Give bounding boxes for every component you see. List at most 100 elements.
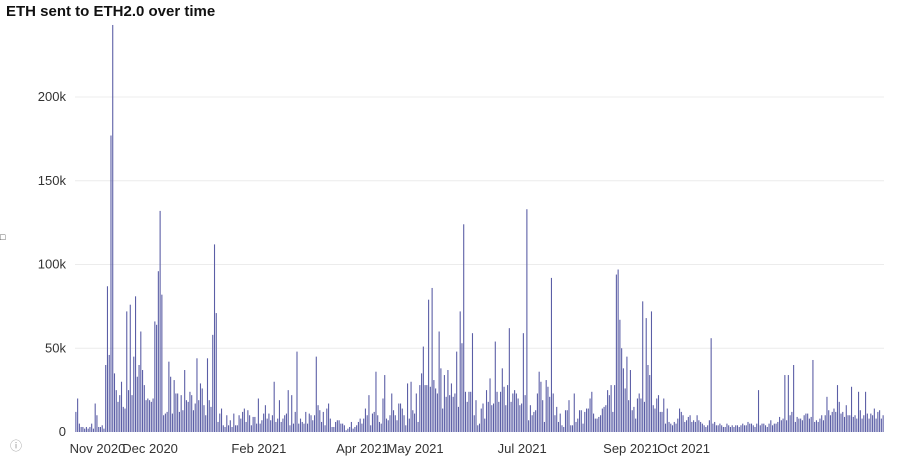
- bar[interactable]: [482, 403, 484, 432]
- bar[interactable]: [84, 428, 86, 432]
- bar[interactable]: [217, 421, 219, 432]
- bar[interactable]: [103, 428, 105, 432]
- bar[interactable]: [838, 401, 840, 432]
- bar[interactable]: [745, 425, 747, 432]
- bar[interactable]: [189, 391, 191, 432]
- bar[interactable]: [508, 328, 510, 432]
- bar[interactable]: [96, 415, 98, 432]
- bar[interactable]: [757, 390, 760, 433]
- bar[interactable]: [238, 415, 240, 432]
- bar[interactable]: [306, 423, 309, 433]
- bar[interactable]: [735, 425, 737, 432]
- bar[interactable]: [875, 418, 877, 432]
- bar[interactable]: [507, 385, 509, 432]
- bar[interactable]: [656, 398, 658, 433]
- bar[interactable]: [385, 418, 388, 432]
- bar[interactable]: [880, 418, 882, 432]
- bar[interactable]: [501, 368, 503, 432]
- bar[interactable]: [684, 421, 686, 432]
- bar[interactable]: [531, 415, 533, 432]
- bar[interactable]: [807, 413, 809, 432]
- bar[interactable]: [545, 380, 547, 432]
- bar[interactable]: [175, 393, 177, 432]
- bar[interactable]: [564, 410, 567, 432]
- bar[interactable]: [435, 388, 437, 432]
- bar[interactable]: [405, 425, 407, 432]
- bar[interactable]: [779, 416, 781, 432]
- bar[interactable]: [561, 425, 563, 432]
- bar[interactable]: [480, 408, 482, 432]
- bar[interactable]: [85, 426, 87, 432]
- bar[interactable]: [772, 425, 774, 432]
- bar[interactable]: [328, 403, 330, 432]
- bar[interactable]: [284, 415, 286, 432]
- bar[interactable]: [173, 380, 175, 432]
- bar[interactable]: [552, 393, 554, 432]
- bar[interactable]: [763, 423, 765, 433]
- bar[interactable]: [664, 423, 667, 433]
- bar[interactable]: [178, 411, 180, 432]
- bar[interactable]: [784, 375, 786, 432]
- bar[interactable]: [415, 393, 417, 432]
- bar[interactable]: [882, 415, 884, 432]
- bar[interactable]: [600, 415, 602, 432]
- bar[interactable]: [698, 420, 700, 432]
- bar[interactable]: [108, 354, 110, 432]
- bar[interactable]: [475, 400, 477, 432]
- bar[interactable]: [194, 403, 196, 432]
- bar[interactable]: [347, 428, 349, 432]
- bar[interactable]: [619, 319, 621, 432]
- bar[interactable]: [491, 405, 493, 432]
- bar[interactable]: [345, 430, 347, 432]
- bar[interactable]: [877, 411, 879, 432]
- bar[interactable]: [593, 413, 595, 432]
- bar[interactable]: [473, 415, 475, 432]
- bar[interactable]: [812, 359, 814, 432]
- bar[interactable]: [412, 410, 414, 432]
- bar[interactable]: [222, 425, 224, 432]
- bar[interactable]: [438, 331, 440, 433]
- bar[interactable]: [228, 425, 230, 432]
- bar[interactable]: [631, 410, 633, 432]
- bar[interactable]: [819, 418, 821, 432]
- bar[interactable]: [321, 421, 323, 432]
- bar[interactable]: [468, 391, 470, 432]
- bar[interactable]: [866, 413, 868, 432]
- bar[interactable]: [842, 411, 844, 432]
- bar[interactable]: [157, 271, 159, 432]
- bar[interactable]: [617, 269, 619, 432]
- bar[interactable]: [203, 405, 205, 432]
- bar[interactable]: [622, 368, 624, 432]
- bar[interactable]: [677, 418, 679, 432]
- bar[interactable]: [166, 411, 168, 432]
- bar[interactable]: [240, 418, 242, 432]
- bar[interactable]: [538, 371, 540, 432]
- bar[interactable]: [570, 425, 572, 432]
- bar[interactable]: [213, 244, 216, 432]
- bar[interactable]: [749, 423, 751, 433]
- bar[interactable]: [154, 321, 156, 432]
- bar[interactable]: [387, 420, 389, 432]
- bar[interactable]: [549, 396, 551, 432]
- bar[interactable]: [131, 395, 133, 432]
- bar[interactable]: [743, 425, 746, 432]
- bar[interactable]: [666, 408, 668, 432]
- bar[interactable]: [719, 423, 721, 433]
- bar[interactable]: [208, 400, 210, 432]
- bar[interactable]: [463, 224, 465, 432]
- bar[interactable]: [633, 406, 635, 433]
- bar[interactable]: [92, 428, 94, 432]
- bar[interactable]: [394, 415, 396, 432]
- bar[interactable]: [858, 391, 860, 432]
- bar[interactable]: [410, 381, 412, 432]
- bar[interactable]: [861, 418, 863, 432]
- bar[interactable]: [759, 425, 761, 432]
- bar[interactable]: [777, 421, 779, 432]
- bar[interactable]: [747, 421, 749, 432]
- bar[interactable]: [598, 416, 600, 432]
- bar[interactable]: [754, 426, 756, 432]
- bar[interactable]: [349, 426, 351, 432]
- bar[interactable]: [78, 423, 80, 433]
- bar[interactable]: [289, 425, 291, 432]
- bar[interactable]: [863, 415, 865, 432]
